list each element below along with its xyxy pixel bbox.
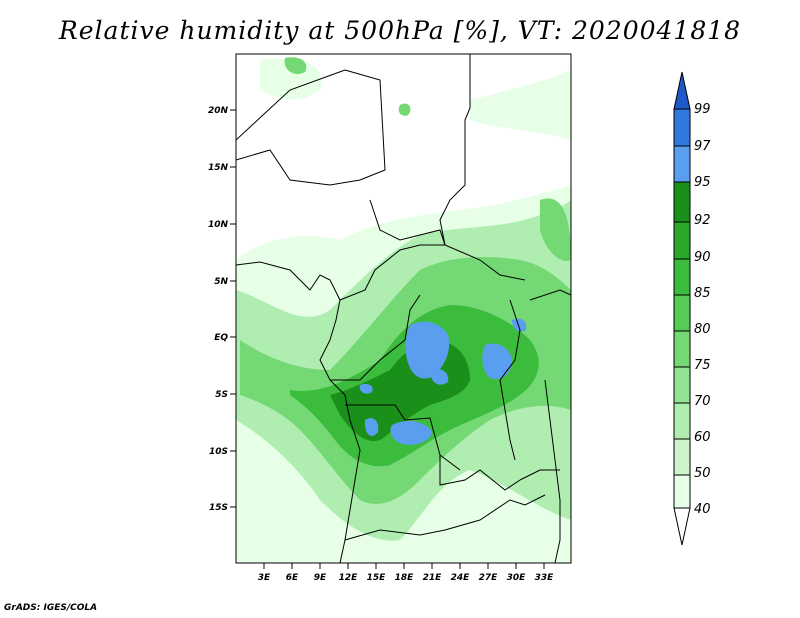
colorbar-box [673,402,691,440]
colorbar-label: 99 [694,102,711,117]
border-algeria-niger [236,69,346,141]
colorbar-box [673,145,691,183]
rh-contour-50-north [260,58,322,100]
border-cameroon-car [339,244,526,301]
colorbar-box [673,181,691,223]
lat-label: 15S [209,503,228,513]
chart-title: Relative humidity at 500hPa [%], VT: 202… [58,16,742,45]
coastline-west-africa [236,261,361,563]
colorbar-label: 75 [694,358,711,373]
lake-tanganyika [499,379,516,461]
border-tanzania-mozambique [519,469,560,481]
colorbar-box [673,330,691,368]
lat-label: 10S [209,447,228,457]
humidity-field [236,57,571,563]
colorbar: 40 50 60 70 75 80 85 90 92 95 97 99 [673,71,711,546]
lat-label: 5N [214,277,228,287]
lon-label: 18E [395,573,415,583]
colorbar-label: 60 [694,430,711,445]
coastline-east [544,379,561,563]
border-angola-namibia [344,529,446,541]
colorbar-label: 40 [694,502,711,517]
rh-contour-80-north2 [398,103,411,116]
lat-label: EQ [214,333,228,343]
border-niger-nigeria [236,149,361,186]
rh-contour-95-c [390,420,432,445]
border-chad-car [369,199,446,246]
lon-label: 3E [258,573,271,583]
colorbar-box [673,474,691,509]
colorbar-label: 85 [694,286,711,301]
lat-label: 5S [215,390,228,400]
border-libya-chad [344,69,386,181]
colorbar-label: 90 [694,250,711,265]
lon-label: 24E [451,573,471,583]
lon-label: 21E [423,573,443,583]
lon-label: 6E [286,573,299,583]
lat-label: 10N [208,220,229,230]
colorbar-box [673,108,691,147]
rh-contour-95-b [482,343,512,380]
lat-axis: 20N 15N 10N 5N EQ 5S 10S 15S [208,106,236,513]
lon-axis: 3E 6E 9E 12E 15E 18E 21E 24E 27E 30E 33E [258,563,554,583]
border-angola-zambia [439,455,521,491]
colorbar-label: 50 [694,466,711,481]
rh-contour-95-f [430,368,449,385]
border-kenya-tanzania [529,289,571,301]
border-chad-sudan [439,184,466,246]
country-borders [236,54,571,563]
rh-contour-80-ne [540,198,571,261]
lon-label: 27E [479,573,499,583]
colorbar-top-arrow [673,71,691,110]
rh-contour-95-a [405,321,450,379]
lat-label: 20N [208,106,229,116]
lon-label: 12E [339,573,359,583]
credit-label: GrADS: IGES/COLA [4,603,98,613]
colorbar-box [673,366,691,404]
colorbar-bottom-arrow [673,507,691,546]
colorbar-box [673,221,691,260]
rh-contour-50-ne [470,70,571,140]
lon-label: 9E [314,573,327,583]
lon-label: 15E [367,573,387,583]
colorbar-label: 97 [694,139,711,154]
colorbar-label: 92 [694,213,711,228]
colorbar-label: 95 [694,175,711,190]
border-zambia-zimbabwe [444,494,546,531]
colorbar-box [673,258,691,296]
rh-contour-95-g [359,383,373,394]
colorbar-label: 70 [694,394,711,409]
lon-label: 30E [507,573,527,583]
border-drc-angola [345,404,461,471]
colorbar-box [673,294,691,332]
lat-label: 15N [208,163,229,173]
border-drc-uganda [499,299,521,381]
colorbar-box [673,438,691,476]
lon-label: 33E [535,573,555,583]
border-egypt-sudan [464,54,471,185]
rh-contour-80-north [284,57,307,75]
rh-contour-95-e [512,318,527,332]
colorbar-label: 80 [694,322,711,337]
rh-contour-95-d [364,418,379,436]
border-congo-drc [330,294,421,381]
